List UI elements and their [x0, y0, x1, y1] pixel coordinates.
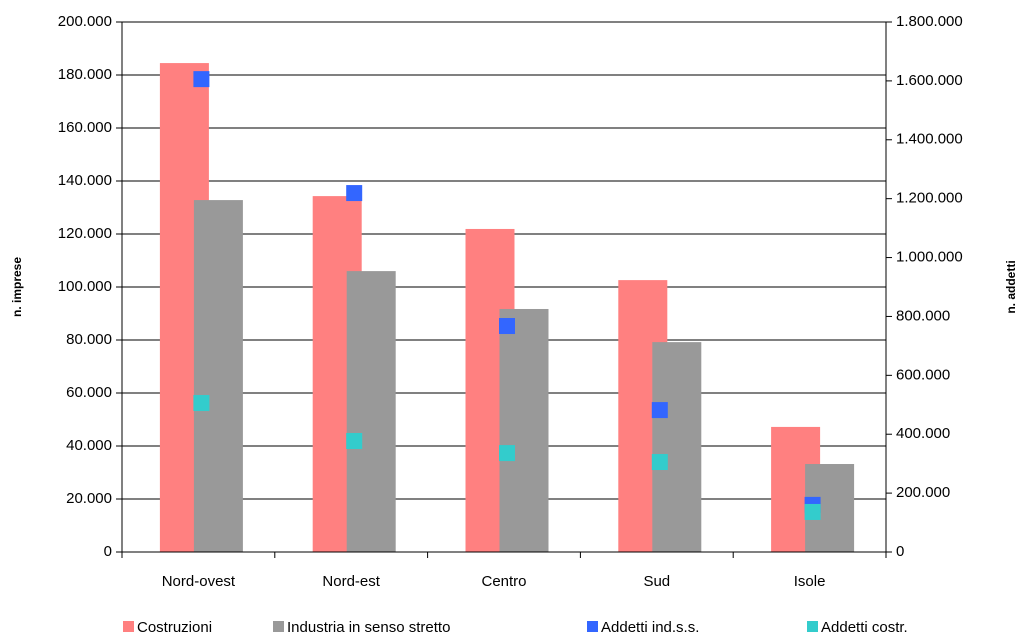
- y-tick-label: 100.000: [58, 278, 112, 295]
- y2-tick-label: 1.200.000: [896, 190, 963, 207]
- x-tick-label: Sud: [643, 573, 670, 590]
- y-axis-title: n. imprese: [10, 257, 24, 317]
- legend-swatch: [807, 621, 818, 632]
- bar: [652, 342, 702, 552]
- y-tick-label: 180.000: [58, 66, 112, 83]
- marker: [499, 318, 515, 335]
- bar: [346, 271, 396, 552]
- x-tick-label: Isole: [794, 573, 826, 590]
- marker: [346, 185, 363, 202]
- bar: [193, 200, 243, 552]
- y2-tick-label: 1.800.000: [896, 13, 963, 30]
- legend-swatch: [587, 621, 598, 632]
- marker: [651, 454, 668, 471]
- legend-label: Addetti costr.: [821, 619, 908, 636]
- bar: [499, 308, 549, 552]
- y2-tick-label: 1.400.000: [896, 131, 963, 148]
- x-tick-label: Nord-est: [322, 573, 380, 590]
- y-tick-label: 200.000: [58, 13, 112, 30]
- y-tick-label: 140.000: [58, 172, 112, 189]
- y-tick-label: 40.000: [66, 437, 112, 454]
- y2-tick-label: 600.000: [896, 366, 950, 383]
- y-tick-label: 80.000: [66, 331, 112, 348]
- x-tick-label: Nord-ovest: [162, 573, 236, 590]
- x-tick-label: Centro: [481, 573, 526, 590]
- legend-swatch: [273, 621, 284, 632]
- legend-swatch: [123, 621, 134, 632]
- y-tick-label: 60.000: [66, 384, 112, 401]
- legend-label: Costruzioni: [137, 619, 212, 636]
- marker: [193, 395, 210, 412]
- y2-tick-label: 200.000: [896, 484, 950, 501]
- y-tick-label: 20.000: [66, 490, 112, 507]
- marker: [193, 71, 210, 88]
- y-tick-label: 160.000: [58, 119, 112, 136]
- y2-tick-label: 1.000.000: [896, 249, 963, 266]
- marker: [651, 402, 668, 419]
- y2-tick-label: 1.600.000: [896, 72, 963, 89]
- y2-tick-label: 800.000: [896, 307, 950, 324]
- marker: [499, 445, 515, 462]
- y-tick-label: 120.000: [58, 225, 112, 242]
- y2-tick-label: 400.000: [896, 425, 950, 442]
- legend-label: Industria in senso stretto: [287, 619, 450, 636]
- y2-tick-label: 0: [896, 543, 904, 560]
- marker: [346, 432, 363, 449]
- legend-label: Addetti ind.s.s.: [601, 619, 699, 636]
- y2-axis-title: n. addetti: [1004, 260, 1018, 313]
- y-tick-label: 0: [104, 543, 112, 560]
- marker: [804, 503, 821, 520]
